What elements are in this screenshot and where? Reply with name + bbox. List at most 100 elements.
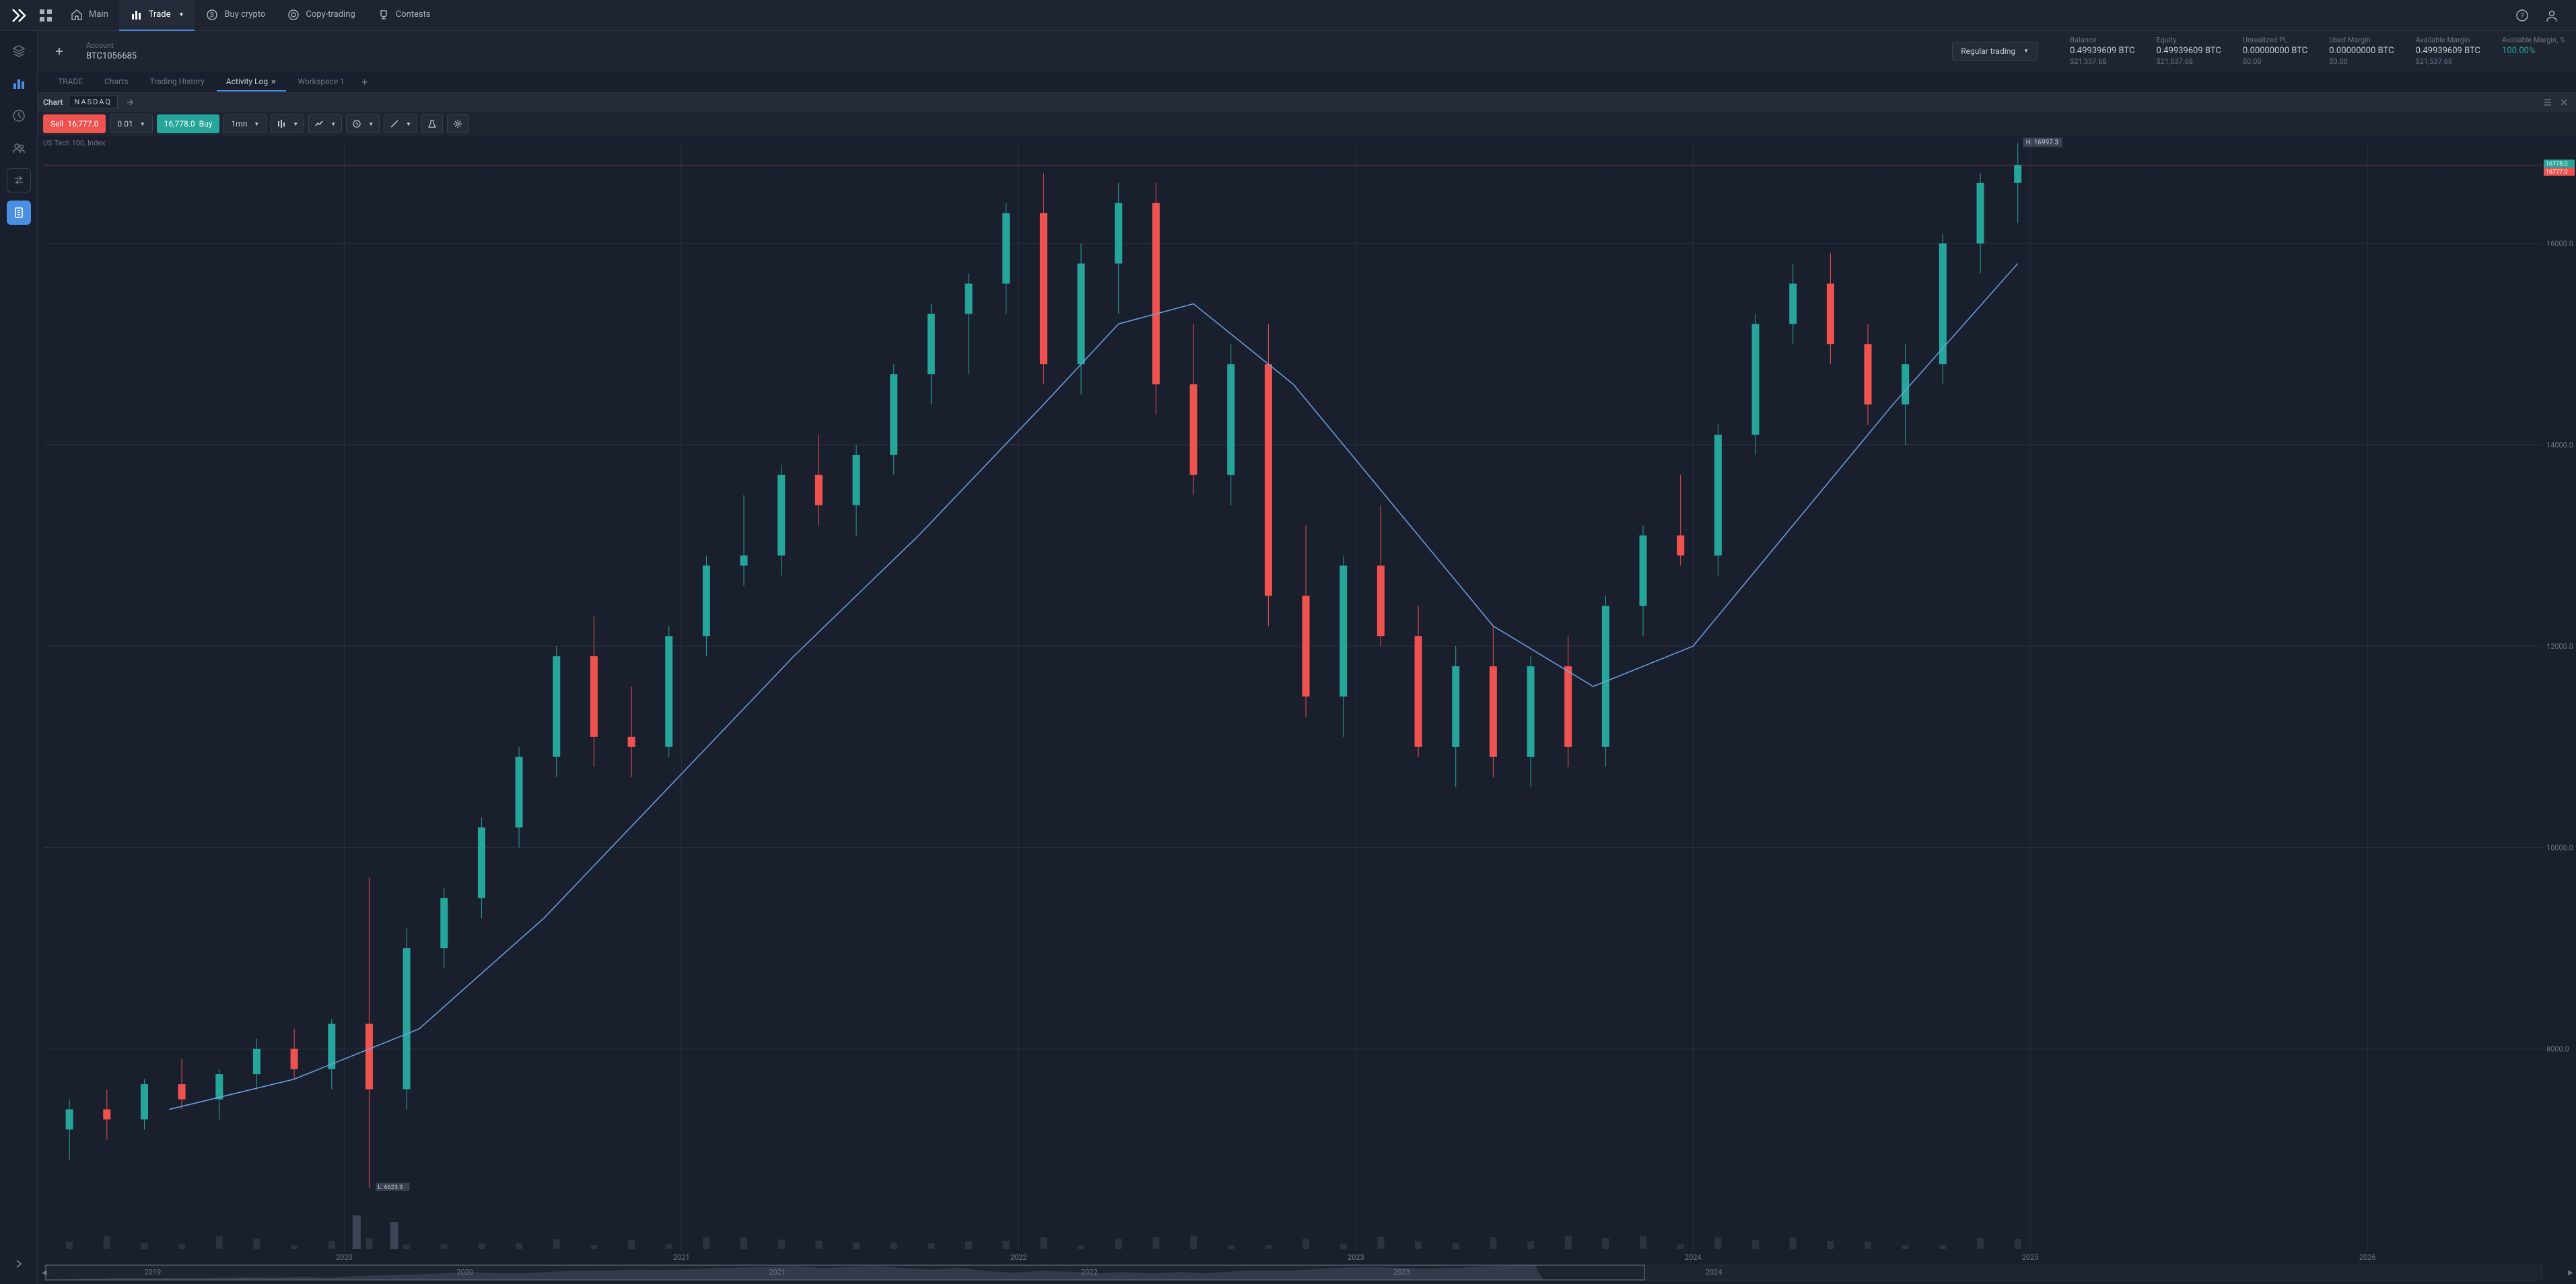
account-bar: + Account BTC1056685 Regular trading ▼ B… <box>38 31 2576 71</box>
nav-contests[interactable]: Contests <box>366 0 442 31</box>
account-label: Account <box>86 41 137 50</box>
nav-items-container: MainTrade▼₿Buy cryptoCopy-tradingContest… <box>59 0 442 31</box>
contests-icon <box>377 8 390 22</box>
tab-trade[interactable]: TRADE <box>48 73 92 92</box>
price-chart[interactable]: 2020 2021 2022 2023 2024 2025 2026 8000.0 10000.… <box>38 136 2576 1284</box>
svg-text:2022: 2022 <box>1081 1268 1098 1277</box>
account-info[interactable]: Account BTC1056685 <box>86 41 137 61</box>
svg-text:▶: ▶ <box>2568 1269 2573 1277</box>
metric-equity: Equity0.49939609 BTC$21,537.68 <box>2156 36 2221 66</box>
sidebar-document-icon[interactable] <box>7 201 31 225</box>
svg-text:2026: 2026 <box>2359 1253 2376 1262</box>
svg-text:16000.0: 16000.0 <box>2546 240 2573 248</box>
tab-workspace-1[interactable]: Workspace 1 <box>289 73 354 92</box>
symbol-input[interactable]: NASDAQ <box>69 96 118 108</box>
left-sidebar <box>0 31 38 1284</box>
help-icon[interactable]: ? <box>2511 5 2533 26</box>
menu-icon[interactable] <box>2541 96 2554 109</box>
logo[interactable] <box>5 2 32 29</box>
chart-type-button[interactable]: ▼ <box>271 114 304 133</box>
sidebar-layers-icon[interactable] <box>7 39 31 63</box>
svg-text:8000.0: 8000.0 <box>2546 1045 2569 1054</box>
apps-grid-icon[interactable] <box>32 2 59 29</box>
svg-text:10000.0: 10000.0 <box>2546 843 2573 852</box>
profile-icon[interactable] <box>2541 5 2563 26</box>
buy crypto-icon: ₿ <box>205 8 219 22</box>
svg-text:14000.0: 14000.0 <box>2546 441 2573 450</box>
workspace-tabs: TRADEChartsTrading HistoryActivity Log✕W… <box>38 71 2576 93</box>
metric-available-margin---: Available Margin, %100.00% <box>2502 36 2565 66</box>
settings-button[interactable] <box>447 114 468 133</box>
sidebar-clock-icon[interactable] <box>7 104 31 128</box>
chart-header: Chart NASDAQ <box>38 93 2576 112</box>
lab-button[interactable] <box>421 114 443 133</box>
svg-text:◀: ◀ <box>42 1269 47 1277</box>
svg-text:2021: 2021 <box>673 1253 690 1262</box>
svg-text:2020: 2020 <box>456 1268 473 1277</box>
nav-buy-crypto[interactable]: ₿Buy crypto <box>195 0 276 31</box>
svg-text:H: 16997.3: H: 16997.3 <box>2026 139 2058 146</box>
add-tab-button[interactable]: + <box>357 74 373 90</box>
chevron-down-icon: ▼ <box>140 121 145 127</box>
svg-text:2023: 2023 <box>1348 1253 1364 1262</box>
trading-mode-select[interactable]: Regular trading ▼ <box>1952 42 2038 61</box>
svg-text:12000.0: 12000.0 <box>2546 642 2573 651</box>
svg-text:2019: 2019 <box>144 1268 161 1277</box>
svg-text:16778.0: 16778.0 <box>2546 161 2568 168</box>
tab-charts[interactable]: Charts <box>95 73 137 92</box>
chart-title: Chart <box>43 98 63 107</box>
sidebar-chart-icon[interactable] <box>7 71 31 96</box>
chevron-down-icon: ▼ <box>293 121 298 127</box>
tab-activity-log[interactable]: Activity Log✕ <box>217 73 286 92</box>
content-area: + Account BTC1056685 Regular trading ▼ B… <box>38 31 2576 1284</box>
nav-copy-trading[interactable]: Copy-trading <box>276 0 365 31</box>
trade-icon <box>130 8 143 22</box>
draw-button[interactable]: ▼ <box>384 114 417 133</box>
sidebar-people-icon[interactable] <box>7 136 31 160</box>
chart-toolbar: Sell 16,777.0 0.01 ▼ 16,778.0 Buy 1mn ▼ … <box>38 112 2576 136</box>
metric-unrealized-pl: Unrealized PL0.00000000 BTC$0.00 <box>2243 36 2307 66</box>
svg-text:₿: ₿ <box>210 11 215 19</box>
top-navigation: MainTrade▼₿Buy cryptoCopy-tradingContest… <box>0 0 2576 31</box>
svg-text:2022: 2022 <box>1010 1253 1027 1262</box>
chevron-down-icon: ▼ <box>330 121 336 127</box>
svg-text:2023: 2023 <box>1393 1268 1410 1277</box>
chevron-down-icon: ▼ <box>2023 48 2029 54</box>
link-icon[interactable] <box>123 96 137 109</box>
svg-text:?: ? <box>2520 11 2523 20</box>
metric-used-margin: Used Margin0.00000000 BTC$0.00 <box>2329 36 2394 66</box>
svg-text:2024: 2024 <box>1706 1268 1722 1277</box>
chevron-down-icon: ▼ <box>368 121 374 127</box>
sell-button[interactable]: Sell 16,777.0 <box>43 114 106 133</box>
chevron-down-icon: ▼ <box>179 11 184 17</box>
chevron-down-icon: ▼ <box>406 121 411 127</box>
sidebar-expand-icon[interactable] <box>7 1252 31 1276</box>
account-id: BTC1056685 <box>86 51 137 61</box>
metric-balance: Balance0.49939609 BTC$21,537.68 <box>2070 36 2134 66</box>
svg-text:2024: 2024 <box>1685 1253 1702 1262</box>
nav-trade[interactable]: Trade▼ <box>119 0 195 31</box>
chart-area[interactable]: US Tech 100, Index 202020212022202320242… <box>38 136 2576 1284</box>
sidebar-transfer-icon[interactable] <box>7 168 31 192</box>
chart-symbol-info: US Tech 100, Index <box>43 139 106 147</box>
svg-text:2021: 2021 <box>769 1268 786 1277</box>
quantity-select[interactable]: 0.01 ▼ <box>110 114 152 133</box>
svg-text:2025: 2025 <box>2022 1253 2039 1262</box>
buy-button[interactable]: 16,778.0 Buy <box>157 114 220 133</box>
metrics-container: Balance0.49939609 BTC$21,537.68 Equity0.4… <box>2070 36 2565 66</box>
nav-main[interactable]: Main <box>59 0 119 31</box>
svg-text:2020: 2020 <box>336 1253 353 1262</box>
copy-trading-icon <box>287 8 300 22</box>
close-icon[interactable]: ✕ <box>271 79 276 86</box>
tab-trading-history[interactable]: Trading History <box>141 73 214 92</box>
svg-text:16777.0: 16777.0 <box>2546 169 2568 176</box>
chevron-down-icon: ▼ <box>254 121 259 127</box>
close-icon[interactable] <box>2557 96 2571 109</box>
svg-text:L: 6623.3: L: 6623.3 <box>378 1184 403 1191</box>
main-icon <box>70 8 83 22</box>
indicator-button[interactable]: ▼ <box>308 114 342 133</box>
add-account-button[interactable]: + <box>48 40 70 62</box>
timezone-button[interactable]: ▼ <box>346 114 380 133</box>
metric-available-margin: Available Margin0.49939609 BTC$21,537.68 <box>2416 36 2480 66</box>
interval-select[interactable]: 1mn ▼ <box>223 114 267 133</box>
